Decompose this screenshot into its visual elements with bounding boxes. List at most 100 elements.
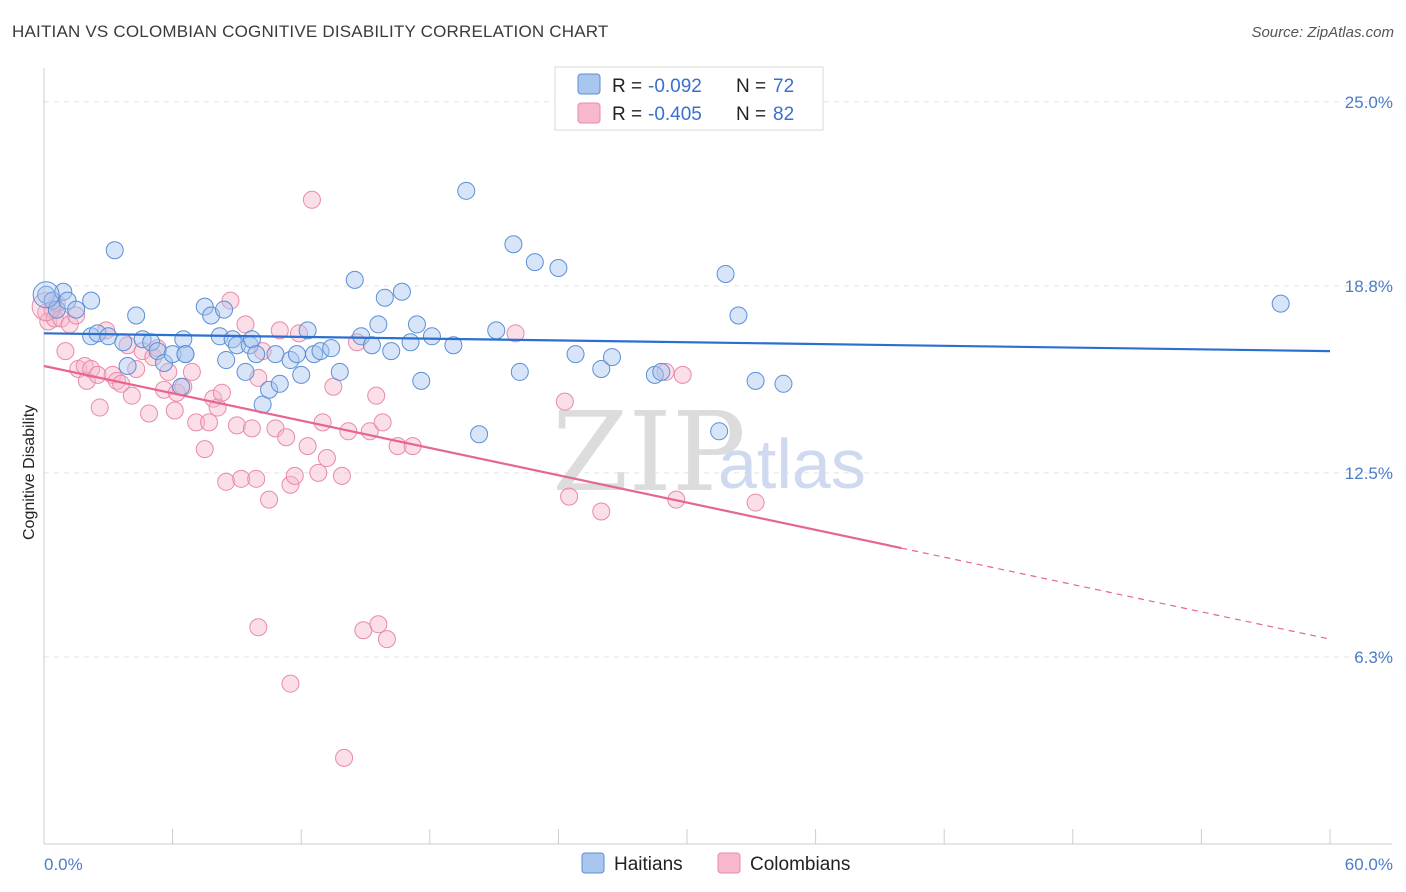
haitian-point xyxy=(504,235,523,254)
colombian-point xyxy=(159,362,178,381)
legend-haitians-r: -0.092 xyxy=(648,76,702,97)
haitian-point xyxy=(382,342,401,361)
haitian-point xyxy=(487,321,506,340)
haitian-point xyxy=(510,362,529,381)
y-tick-label: 6.3% xyxy=(1354,648,1393,667)
colombian-point xyxy=(182,362,201,381)
haitian-point xyxy=(362,336,381,355)
haitian-point xyxy=(652,362,671,381)
colombian-point xyxy=(249,618,268,637)
colombian-point xyxy=(140,404,159,423)
colombians-trend-extension xyxy=(901,547,1331,640)
haitian-point xyxy=(549,259,568,278)
colombian-point xyxy=(236,315,255,334)
haitian-point xyxy=(247,345,266,364)
trend-lines xyxy=(43,332,1331,640)
x-tick-labels: 0.0% 60.0% xyxy=(44,855,1393,874)
colombian-point xyxy=(354,621,373,640)
legend-haitians-n: 72 xyxy=(773,76,794,97)
colombian-point xyxy=(242,419,261,438)
bottom-legend: Haitians Colombians xyxy=(581,852,850,875)
colombian-point xyxy=(266,419,285,438)
haitian-point xyxy=(345,270,364,289)
haitian-point xyxy=(176,345,195,364)
colombian-point xyxy=(746,493,765,512)
watermark-zip: ZIP xyxy=(552,388,746,516)
bottom-legend-haitians-swatch xyxy=(581,852,605,874)
colombian-point xyxy=(313,413,332,432)
colombian-point xyxy=(122,386,141,405)
colombian-point xyxy=(285,466,304,485)
watermark-atlas: atlas xyxy=(718,425,866,503)
haitian-point xyxy=(1271,294,1290,313)
haitian-point xyxy=(311,342,330,361)
haitian-point xyxy=(260,380,279,399)
chart-source: Source: ZipAtlas.com xyxy=(1251,24,1394,41)
top-legend: R = -0.092 N = 72 R = -0.405 N = 82 xyxy=(554,66,824,131)
haitian-point xyxy=(118,356,137,375)
colombian-point xyxy=(317,449,336,468)
colombian-point xyxy=(277,428,296,447)
colombian-point xyxy=(298,437,317,456)
haitian-point xyxy=(298,321,317,340)
colombian-point xyxy=(67,306,86,325)
haitian-point xyxy=(746,371,765,390)
haitian-point xyxy=(266,345,285,364)
x-tick-label: 60.0% xyxy=(1345,855,1393,874)
haitians-points xyxy=(32,181,1290,444)
haitian-point xyxy=(322,339,341,358)
colombian-point xyxy=(506,324,525,343)
colombian-point xyxy=(656,362,675,381)
colombian-point xyxy=(673,365,692,384)
colombian-point xyxy=(270,321,289,340)
haitian-point xyxy=(566,345,585,364)
haitian-point xyxy=(114,333,133,352)
haitian-point xyxy=(710,422,729,441)
haitian-point xyxy=(401,333,420,352)
haitian-point xyxy=(774,374,793,393)
legend-colombians-r: -0.405 xyxy=(648,104,702,125)
colombian-point xyxy=(281,475,300,494)
chart-title: HAITIAN VS COLOMBIAN COGNITIVE DISABILIT… xyxy=(12,22,609,41)
colombian-point xyxy=(377,630,396,649)
x-tick-label: 0.0% xyxy=(44,855,83,874)
haitian-point xyxy=(67,300,86,319)
haitian-point xyxy=(195,297,214,316)
colombian-point xyxy=(555,392,574,411)
colombian-point xyxy=(332,466,351,485)
colombian-point xyxy=(302,190,321,209)
haitian-point xyxy=(470,425,489,444)
colombian-point xyxy=(232,469,251,488)
haitian-point xyxy=(330,362,349,381)
haitian-point xyxy=(172,377,191,396)
colombian-point xyxy=(335,748,354,767)
colombian-point xyxy=(165,401,184,420)
legend-colombians-swatch xyxy=(577,102,601,124)
colombian-point xyxy=(373,413,392,432)
haitian-point xyxy=(392,282,411,301)
haitian-point xyxy=(270,374,289,393)
haitian-point xyxy=(82,291,101,310)
haitian-point xyxy=(217,351,236,370)
colombian-point xyxy=(247,469,266,488)
colombian-point xyxy=(90,398,109,417)
colombian-point xyxy=(221,291,240,310)
colombian-point xyxy=(56,342,75,361)
haitian-point xyxy=(369,315,388,334)
bottom-legend-haitians: Haitians xyxy=(614,854,683,875)
haitian-point xyxy=(375,288,394,307)
haitian-point xyxy=(148,342,167,361)
haitian-point xyxy=(43,291,62,310)
haitian-point xyxy=(602,348,621,367)
haitian-point xyxy=(127,306,146,325)
haitian-point xyxy=(215,300,234,319)
legend-colombians-n: 82 xyxy=(773,104,794,125)
haitian-point xyxy=(99,327,118,346)
haitian-point xyxy=(105,241,124,260)
y-tick-label: 25.0% xyxy=(1345,93,1393,112)
haitian-point xyxy=(444,336,463,355)
legend-r-label: R = xyxy=(612,104,642,125)
legend-n-label: N = xyxy=(736,76,766,97)
haitian-point xyxy=(47,300,66,319)
